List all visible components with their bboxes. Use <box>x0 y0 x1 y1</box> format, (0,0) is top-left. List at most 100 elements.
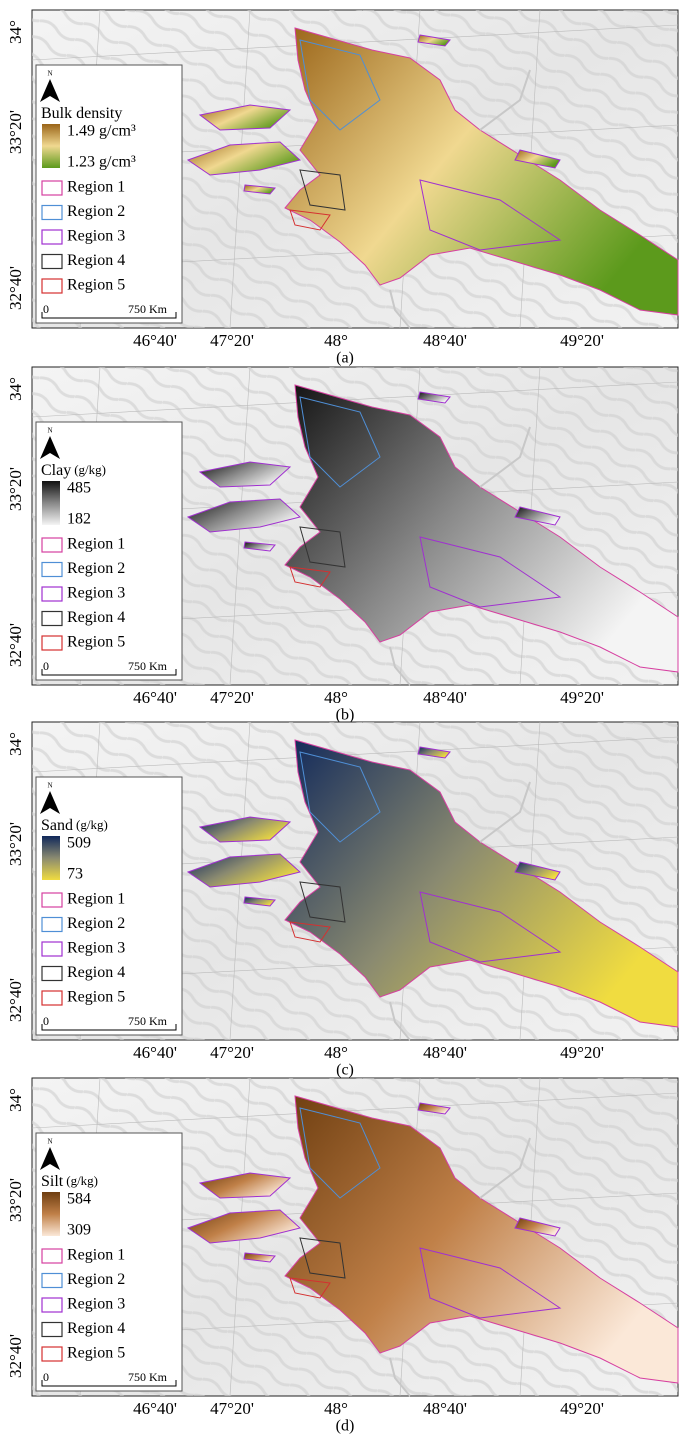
legend-title: Sand (g/kg) <box>41 817 108 834</box>
latitude-label: 32°40' <box>6 978 25 1022</box>
soil-map <box>514 861 561 881</box>
region-swatch <box>41 1297 63 1313</box>
longitude-label: 48° <box>324 1399 348 1418</box>
legend-title-text: Clay <box>41 462 71 479</box>
region-outline <box>299 39 381 131</box>
latitude-label: 34° <box>6 1088 25 1112</box>
longitude-label: 48° <box>324 1043 348 1062</box>
region-label: Region 1 <box>67 179 125 196</box>
latitude-label: 34° <box>6 20 25 44</box>
soil-map <box>284 739 679 1028</box>
soil-map <box>198 461 292 488</box>
caption: (b) <box>336 707 355 724</box>
region-outline <box>289 1277 331 1299</box>
longitude-label: 46°40' <box>133 331 177 350</box>
soil-map <box>284 27 679 316</box>
graticule <box>31 381 679 418</box>
region-outline <box>299 881 346 923</box>
soil-map <box>284 384 679 673</box>
longitude-label: 47°20' <box>210 688 254 707</box>
region-outline <box>299 751 381 843</box>
region-outline <box>289 921 331 943</box>
longitude-label: 49°20' <box>560 688 604 707</box>
legend-unit: (g/kg) <box>66 1173 98 1188</box>
longitude-label: 48°40' <box>423 1399 467 1418</box>
region-label: Region 4 <box>67 252 125 269</box>
soil-map <box>186 498 302 533</box>
north-label: N <box>47 1138 52 1146</box>
color-ramp <box>42 481 60 525</box>
legend-box <box>35 1132 183 1392</box>
region-swatch <box>41 204 63 221</box>
region-swatch <box>41 1321 63 1338</box>
region-label: Region 1 <box>67 891 125 908</box>
legend-max: 584 <box>67 1191 91 1208</box>
river <box>389 781 531 1041</box>
caption: (c) <box>336 1062 354 1079</box>
color-ramp <box>42 124 60 168</box>
north-arrow <box>40 791 60 814</box>
legend-max: 509 <box>67 835 91 852</box>
region-outline <box>419 891 562 963</box>
longitude-label: 46°40' <box>133 1043 177 1062</box>
map-panel: 34° 33°20' 32°40' 46°40' 47°20' 48° 48°40' 49°2… <box>6 9 679 367</box>
region-label: Region 2 <box>67 203 125 220</box>
region-swatch <box>41 916 63 933</box>
region-label: Region 2 <box>67 915 125 932</box>
region-swatch <box>41 180 63 196</box>
legend-max: 485 <box>67 480 91 497</box>
latitude-label: 33°20' <box>6 467 25 511</box>
legend-title: Silt (g/kg) <box>41 1173 98 1190</box>
scale-distance: 750 Km <box>128 302 168 316</box>
region-label: Region 3 <box>67 940 125 957</box>
legend-min: 1.23 g/cm³ <box>67 154 136 171</box>
region-swatch <box>41 1272 63 1289</box>
scale-zero: 0 <box>43 659 49 673</box>
region-swatch <box>41 990 63 1006</box>
soil-map <box>186 1209 302 1244</box>
river <box>389 1137 531 1397</box>
river <box>389 69 531 329</box>
scale-distance: 750 Km <box>128 1014 168 1028</box>
region-swatch <box>41 892 63 908</box>
soil-map <box>243 541 276 552</box>
region-label: Region 1 <box>67 1247 125 1264</box>
legend-title: Bulk density <box>41 105 122 122</box>
region-outline <box>289 209 331 231</box>
legend-title-text: Bulk density <box>41 105 122 122</box>
region-label: Region 4 <box>67 609 125 626</box>
legend-title-text: Sand <box>41 817 73 834</box>
region-label: Region 3 <box>67 585 125 602</box>
soil-map <box>243 896 276 907</box>
legend-title: Clay (g/kg) <box>41 462 106 479</box>
soil-map <box>417 746 451 759</box>
legend-box <box>35 776 183 1036</box>
legend-title-text: Silt <box>41 1173 64 1190</box>
longitude-label: 48° <box>324 331 348 350</box>
legend-min: 309 <box>67 1222 91 1239</box>
region-outline <box>419 179 562 251</box>
soil-map <box>198 104 292 131</box>
longitude-label: 49°20' <box>560 331 604 350</box>
longitude-label: 49°20' <box>560 1399 604 1418</box>
longitude-label: 48° <box>324 688 348 707</box>
graticule <box>31 1092 679 1129</box>
region-label: Region 5 <box>67 1345 125 1362</box>
north-label: N <box>47 70 52 78</box>
region-label: Region 5 <box>67 634 125 651</box>
scale-bar <box>41 312 177 319</box>
soil-map <box>514 149 561 169</box>
region-label: Region 4 <box>67 1320 125 1337</box>
map-panel: 34° 33°20' 32°40' 46°40' 47°20' 48° 48°40' 49°2… <box>6 366 679 724</box>
scale-distance: 750 Km <box>128 659 168 673</box>
region-label: Region 2 <box>67 1271 125 1288</box>
north-arrow <box>40 1147 60 1170</box>
region-outline <box>289 566 331 588</box>
scale-zero: 0 <box>43 1014 49 1028</box>
soil-map <box>417 34 451 47</box>
longitude-label: 47°20' <box>210 1399 254 1418</box>
map-panel: 34° 33°20' 32°40' 46°40' 47°20' 48° 48°40' 49°2… <box>6 1077 679 1435</box>
longitude-label: 49°20' <box>560 1043 604 1062</box>
latitude-label: 32°40' <box>6 1334 25 1378</box>
